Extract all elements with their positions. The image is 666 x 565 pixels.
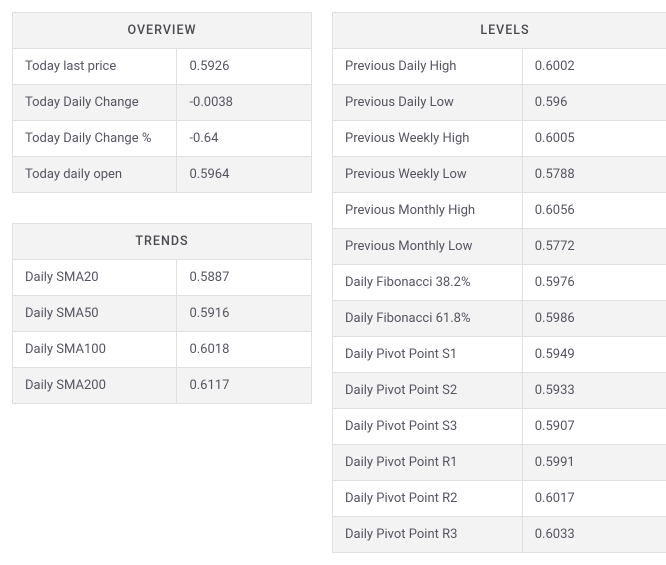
- table-row: Today daily open 0.5964: [13, 157, 312, 193]
- row-value: 0.5986: [522, 301, 666, 337]
- overview-table: OVERVIEW Today last price 0.5926 Today D…: [12, 12, 312, 193]
- table-row: Daily Pivot Point S2 0.5933: [333, 373, 666, 409]
- row-label: Daily SMA50: [13, 296, 177, 332]
- row-label: Daily SMA20: [13, 260, 177, 296]
- row-value: 0.5991: [522, 445, 666, 481]
- table-row: Daily Fibonacci 38.2% 0.5976: [333, 265, 666, 301]
- table-row: Daily SMA200 0.6117: [13, 368, 312, 404]
- table-row: Previous Monthly High 0.6056: [333, 193, 666, 229]
- table-row: Daily Pivot Point R2 0.6017: [333, 481, 666, 517]
- table-row: Daily SMA20 0.5887: [13, 260, 312, 296]
- row-label: Today Daily Change: [13, 85, 177, 121]
- row-value: 0.6117: [177, 368, 312, 404]
- table-row: Daily Fibonacci 61.8% 0.5986: [333, 301, 666, 337]
- row-label: Previous Weekly Low: [333, 157, 523, 193]
- tables-container: OVERVIEW Today last price 0.5926 Today D…: [12, 12, 666, 553]
- table-row: Today last price 0.5926: [13, 49, 312, 85]
- table-row: Today Daily Change % -0.64: [13, 121, 312, 157]
- row-value: -0.0038: [177, 85, 312, 121]
- row-value: 0.596: [522, 85, 666, 121]
- row-label: Daily Fibonacci 61.8%: [333, 301, 523, 337]
- trends-title: TRENDS: [13, 224, 312, 260]
- row-label: Today last price: [13, 49, 177, 85]
- table-row: Daily SMA100 0.6018: [13, 332, 312, 368]
- row-label: Daily Pivot Point S2: [333, 373, 523, 409]
- row-label: Daily SMA100: [13, 332, 177, 368]
- table-row: Previous Daily High 0.6002: [333, 49, 666, 85]
- row-value: 0.5933: [522, 373, 666, 409]
- table-row: Daily Pivot Point R1 0.5991: [333, 445, 666, 481]
- table-row: Today Daily Change -0.0038: [13, 85, 312, 121]
- row-label: Previous Monthly Low: [333, 229, 523, 265]
- trends-table: TRENDS Daily SMA20 0.5887 Daily SMA50 0.…: [12, 223, 312, 404]
- row-value: 0.5916: [177, 296, 312, 332]
- table-row: Daily SMA50 0.5916: [13, 296, 312, 332]
- row-label: Daily Pivot Point R1: [333, 445, 523, 481]
- row-value: 0.5887: [177, 260, 312, 296]
- left-column: OVERVIEW Today last price 0.5926 Today D…: [12, 12, 312, 553]
- levels-table: LEVELS Previous Daily High 0.6002 Previo…: [332, 12, 666, 553]
- row-value: 0.5926: [177, 49, 312, 85]
- row-label: Previous Monthly High: [333, 193, 523, 229]
- row-label: Daily SMA200: [13, 368, 177, 404]
- row-label: Daily Pivot Point R2: [333, 481, 523, 517]
- row-label: Previous Daily Low: [333, 85, 523, 121]
- row-label: Daily Pivot Point R3: [333, 517, 523, 553]
- row-label: Previous Daily High: [333, 49, 523, 85]
- overview-title: OVERVIEW: [13, 13, 312, 49]
- row-value: 0.6002: [522, 49, 666, 85]
- row-label: Daily Fibonacci 38.2%: [333, 265, 523, 301]
- row-value: 0.6017: [522, 481, 666, 517]
- row-value: 0.5949: [522, 337, 666, 373]
- levels-title: LEVELS: [333, 13, 666, 49]
- table-row: Previous Weekly Low 0.5788: [333, 157, 666, 193]
- table-row: Daily Pivot Point S1 0.5949: [333, 337, 666, 373]
- row-value: 0.6033: [522, 517, 666, 553]
- row-value: 0.6005: [522, 121, 666, 157]
- row-value: 0.5976: [522, 265, 666, 301]
- row-label: Today Daily Change %: [13, 121, 177, 157]
- table-row: Previous Weekly High 0.6005: [333, 121, 666, 157]
- right-column: LEVELS Previous Daily High 0.6002 Previo…: [332, 12, 666, 553]
- row-value: 0.5772: [522, 229, 666, 265]
- row-value: 0.6056: [522, 193, 666, 229]
- row-value: 0.5964: [177, 157, 312, 193]
- row-label: Daily Pivot Point S3: [333, 409, 523, 445]
- row-value: -0.64: [177, 121, 312, 157]
- table-row: Daily Pivot Point S3 0.5907: [333, 409, 666, 445]
- table-row: Previous Daily Low 0.596: [333, 85, 666, 121]
- table-row: Previous Monthly Low 0.5772: [333, 229, 666, 265]
- row-label: Daily Pivot Point S1: [333, 337, 523, 373]
- table-row: Daily Pivot Point R3 0.6033: [333, 517, 666, 553]
- row-value: 0.6018: [177, 332, 312, 368]
- row-label: Previous Weekly High: [333, 121, 523, 157]
- row-value: 0.5907: [522, 409, 666, 445]
- row-value: 0.5788: [522, 157, 666, 193]
- row-label: Today daily open: [13, 157, 177, 193]
